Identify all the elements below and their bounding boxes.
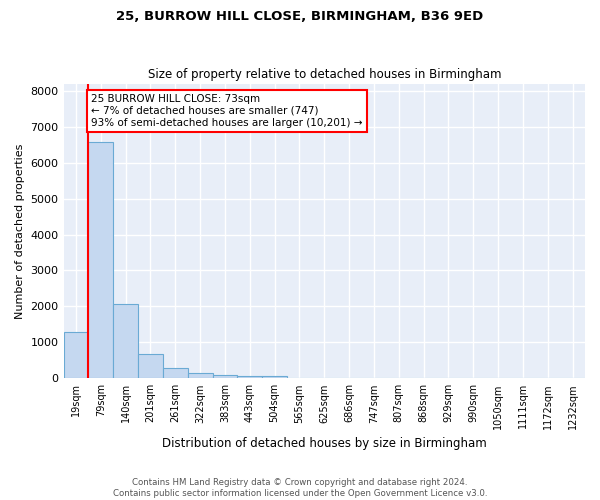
Bar xyxy=(238,376,262,378)
Y-axis label: Number of detached properties: Number of detached properties xyxy=(15,143,25,318)
Bar xyxy=(113,304,138,378)
Text: Contains HM Land Registry data © Crown copyright and database right 2024.
Contai: Contains HM Land Registry data © Crown c… xyxy=(113,478,487,498)
Text: 25 BURROW HILL CLOSE: 73sqm
← 7% of detached houses are smaller (747)
93% of sem: 25 BURROW HILL CLOSE: 73sqm ← 7% of deta… xyxy=(91,94,362,128)
Bar xyxy=(163,368,188,378)
Bar xyxy=(188,373,212,378)
X-axis label: Distribution of detached houses by size in Birmingham: Distribution of detached houses by size … xyxy=(162,437,487,450)
Bar xyxy=(262,376,287,378)
Bar xyxy=(212,375,238,378)
Text: 25, BURROW HILL CLOSE, BIRMINGHAM, B36 9ED: 25, BURROW HILL CLOSE, BIRMINGHAM, B36 9… xyxy=(116,10,484,23)
Bar xyxy=(138,354,163,378)
Bar xyxy=(64,332,88,378)
Title: Size of property relative to detached houses in Birmingham: Size of property relative to detached ho… xyxy=(148,68,501,81)
Bar xyxy=(88,142,113,378)
